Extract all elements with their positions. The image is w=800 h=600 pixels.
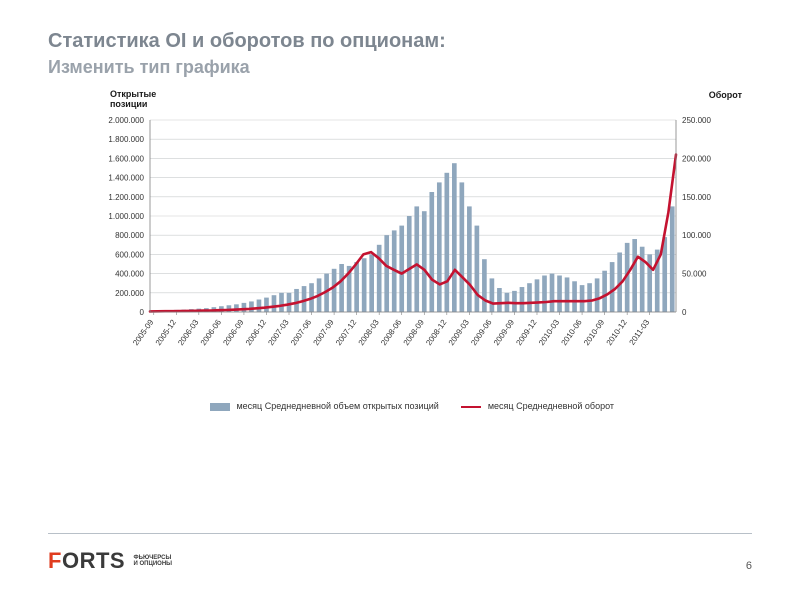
svg-text:1.800.000: 1.800.000 xyxy=(108,135,144,144)
forts-logo: FORTS ФЬЮЧЕРСЫ И ОПЦИОНЫ xyxy=(48,548,172,574)
svg-text:0: 0 xyxy=(682,308,687,317)
slide-title-line2: Изменить тип графика xyxy=(48,57,752,78)
svg-text:1.000.000: 1.000.000 xyxy=(108,212,144,221)
svg-text:2009-03: 2009-03 xyxy=(447,318,472,348)
legend-label-bars: месяц Среднедневной объем открытых позиц… xyxy=(236,401,438,411)
svg-text:50.000: 50.000 xyxy=(682,270,707,279)
svg-text:2005-09: 2005-09 xyxy=(131,318,156,348)
combo-chart: 0 200.000 400.000 600.000 800.000 1.000.000 1.… xyxy=(72,92,712,392)
svg-text:2007-09: 2007-09 xyxy=(312,318,337,348)
legend-item-line: месяц Среднедневной оборот xyxy=(461,401,614,411)
svg-text:600.000: 600.000 xyxy=(115,250,144,259)
svg-text:2.000.000: 2.000.000 xyxy=(108,116,144,125)
svg-text:2006-06: 2006-06 xyxy=(199,318,224,348)
svg-text:2007-03: 2007-03 xyxy=(266,318,291,348)
y2-axis-label: Оборот xyxy=(709,90,742,100)
svg-text:2008-06: 2008-06 xyxy=(379,318,404,348)
legend-swatch-line xyxy=(461,406,481,408)
svg-text:2009-12: 2009-12 xyxy=(514,318,539,348)
svg-text:250.000: 250.000 xyxy=(682,116,711,125)
footer-divider xyxy=(48,533,752,534)
svg-text:2007-06: 2007-06 xyxy=(289,318,314,348)
svg-text:2006-12: 2006-12 xyxy=(244,318,269,348)
y1-axis-label: Открытыепозиции xyxy=(110,90,156,110)
chart-legend: месяц Среднедневной объем открытых позиц… xyxy=(72,401,752,411)
svg-text:2006-09: 2006-09 xyxy=(221,318,246,348)
svg-text:2006-03: 2006-03 xyxy=(176,318,201,348)
logo-subtext: ФЬЮЧЕРСЫ И ОПЦИОНЫ xyxy=(134,555,173,568)
svg-text:2008-09: 2008-09 xyxy=(402,318,427,348)
svg-text:0: 0 xyxy=(140,308,145,317)
svg-text:2010-03: 2010-03 xyxy=(537,318,562,348)
svg-text:200.000: 200.000 xyxy=(115,289,144,298)
page-number: 6 xyxy=(746,560,752,572)
legend-swatch-bar xyxy=(210,403,230,411)
svg-text:150.000: 150.000 xyxy=(682,193,711,202)
legend-item-bars: месяц Среднедневной объем открытых позиц… xyxy=(210,401,439,411)
svg-text:2010-06: 2010-06 xyxy=(559,318,584,348)
svg-text:2005-12: 2005-12 xyxy=(154,318,179,348)
svg-text:800.000: 800.000 xyxy=(115,231,144,240)
logo-text: FORTS xyxy=(48,548,125,574)
svg-text:2007-12: 2007-12 xyxy=(334,318,359,348)
slide-title-line1: Статистика OI и оборотов по опционам: xyxy=(48,30,752,53)
logo-sub-line2: И ОПЦИОНЫ xyxy=(134,561,173,567)
svg-text:1.600.000: 1.600.000 xyxy=(108,154,144,163)
svg-text:2011-03: 2011-03 xyxy=(627,318,651,347)
svg-text:400.000: 400.000 xyxy=(115,270,144,279)
svg-text:2010-12: 2010-12 xyxy=(605,318,630,348)
svg-text:1.400.000: 1.400.000 xyxy=(108,174,144,183)
svg-text:2010-09: 2010-09 xyxy=(582,318,607,348)
svg-text:2009-06: 2009-06 xyxy=(469,318,494,348)
svg-text:1.200.000: 1.200.000 xyxy=(108,193,144,202)
svg-text:2008-03: 2008-03 xyxy=(357,318,382,348)
legend-label-line: месяц Среднедневной оборот xyxy=(488,401,614,411)
logo-sub-line1: ФЬЮЧЕРСЫ xyxy=(134,555,172,561)
svg-text:2009-09: 2009-09 xyxy=(492,318,517,348)
svg-text:100.000: 100.000 xyxy=(682,231,711,240)
svg-text:200.000: 200.000 xyxy=(682,154,711,163)
svg-text:2008-12: 2008-12 xyxy=(424,318,449,348)
chart-container: Открытыепозиции Оборот 0 200.000 400.000 60… xyxy=(72,92,752,411)
